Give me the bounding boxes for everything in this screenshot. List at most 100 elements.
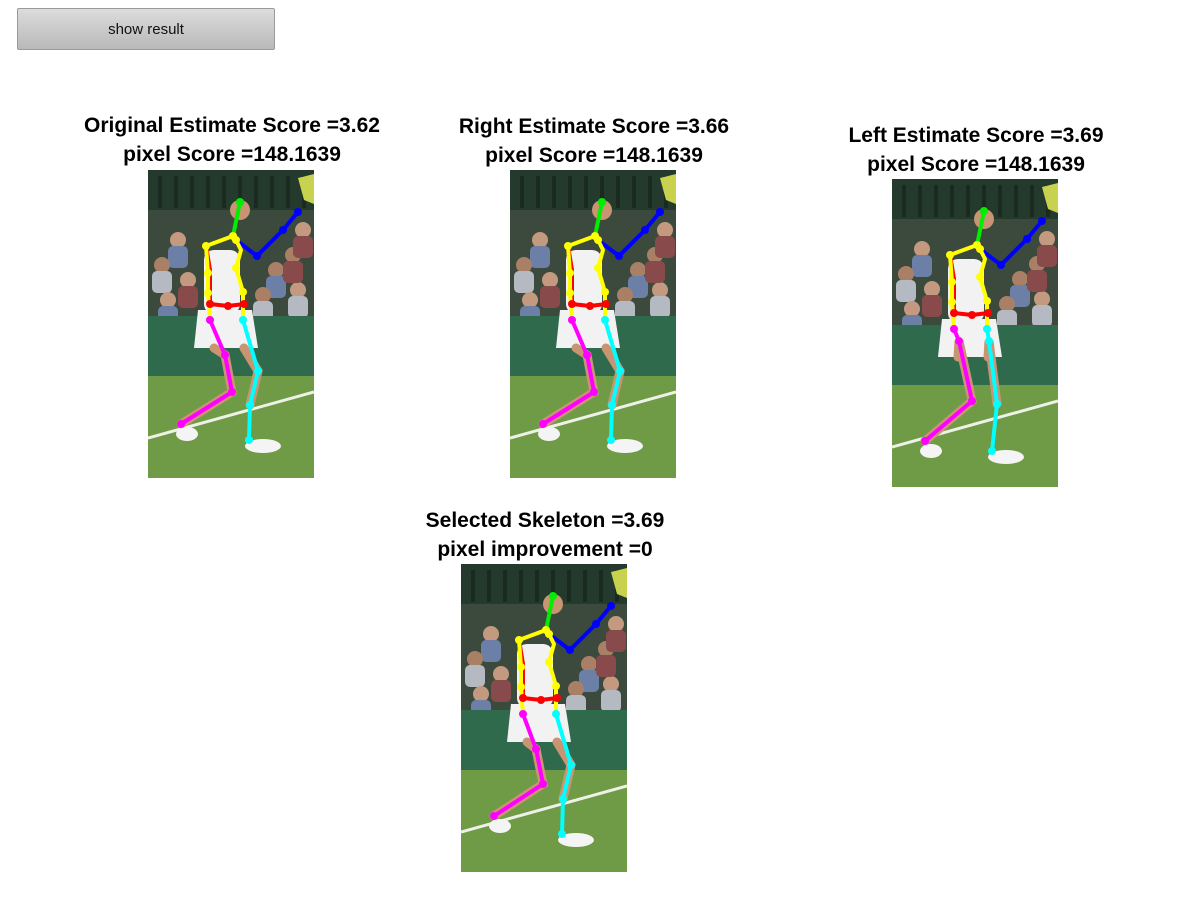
left-leg-joint	[228, 388, 236, 396]
hip-joint	[553, 694, 561, 702]
panel-right-image	[510, 170, 676, 478]
right-leg-segment	[554, 712, 573, 836]
torso-joint	[515, 636, 523, 644]
spectator	[652, 282, 668, 298]
show-result-button[interactable]: show result	[17, 8, 275, 50]
panel-original-title: Original Estimate Score =3.62	[84, 114, 380, 137]
racket	[298, 174, 314, 204]
panel-left-subtitle: pixel Score =148.1639	[867, 153, 1085, 176]
right-shoe	[607, 439, 643, 453]
spectator	[290, 282, 306, 298]
right-arm-joint	[294, 208, 302, 216]
left-leg-joint	[519, 710, 527, 718]
torso-joint	[517, 683, 525, 691]
left-shoe	[920, 444, 942, 458]
spectator	[1012, 271, 1028, 287]
spectator	[630, 262, 646, 278]
right-leg-joint	[993, 400, 1001, 408]
right-leg-joint	[607, 436, 615, 444]
left-leg-segment	[541, 318, 596, 426]
left-leg-joint	[490, 812, 498, 820]
left-shoe	[538, 427, 560, 441]
right-leg-joint	[567, 761, 575, 769]
right-leg-joint	[239, 316, 247, 324]
torso-joint	[202, 242, 210, 250]
hip-joint	[519, 694, 527, 702]
spectator	[542, 272, 558, 288]
right-leg-segment	[603, 318, 622, 442]
right-leg-joint	[559, 795, 567, 803]
spectator	[1039, 231, 1055, 247]
right-leg-joint	[988, 447, 996, 455]
court-line	[892, 399, 1058, 449]
spectator	[581, 656, 597, 672]
right-shoe	[558, 833, 594, 847]
spectator	[532, 232, 548, 248]
spectator	[473, 686, 489, 702]
right-leg-segment	[985, 327, 999, 453]
torso-joint	[946, 251, 954, 259]
left-leg-joint	[539, 780, 547, 788]
torso-joint	[948, 278, 956, 286]
torso-joint	[552, 682, 560, 690]
racket	[611, 568, 627, 598]
hip-joint	[537, 696, 545, 704]
hip-joint	[206, 300, 214, 308]
court-line	[148, 390, 314, 440]
head-joint	[980, 207, 988, 215]
head-joint	[598, 198, 606, 206]
right-leg-joint	[983, 325, 991, 333]
spectator	[999, 296, 1015, 312]
right-arm-joint	[615, 252, 623, 260]
left-leg-joint	[955, 337, 963, 345]
spectator	[255, 287, 271, 303]
head-joint	[236, 198, 244, 206]
torso-joint	[517, 663, 525, 671]
left-leg-segment	[923, 327, 974, 443]
panel-selected-subtitle: pixel improvement =0	[437, 538, 653, 561]
spectator	[467, 651, 483, 667]
spectator	[160, 292, 176, 308]
player-dress	[948, 259, 984, 323]
left-leg-joint	[590, 388, 598, 396]
hip-joint	[968, 311, 976, 319]
left-leg-segment	[492, 712, 545, 818]
spectator	[180, 272, 196, 288]
torso-joint	[204, 289, 212, 297]
spectator	[898, 266, 914, 282]
torso-joint	[983, 297, 991, 305]
panel-left-title: Left Estimate Score =3.69	[848, 124, 1104, 147]
right-leg-segment	[241, 318, 260, 442]
court-line	[461, 784, 627, 834]
right-leg-joint	[552, 710, 560, 718]
left-leg-joint	[921, 437, 929, 445]
right-arm-joint	[1038, 217, 1046, 225]
spectator	[295, 222, 311, 238]
hip-joint	[586, 302, 594, 310]
court-line	[510, 390, 676, 440]
panel-original-image	[148, 170, 314, 478]
panel-original-header: Original Estimate Score =3.62 pixel Scor…	[12, 111, 452, 169]
spectator	[608, 616, 624, 632]
spectator	[154, 257, 170, 273]
spectator	[268, 262, 284, 278]
left-leg-joint	[206, 316, 214, 324]
spectator	[522, 292, 538, 308]
hip-joint	[224, 302, 232, 310]
right-arm-joint	[607, 602, 615, 610]
left-leg-joint	[583, 351, 591, 359]
pose-photo	[892, 179, 1058, 487]
panel-selected-image	[461, 564, 627, 872]
hip-joint	[950, 309, 958, 317]
right-arm-joint	[997, 261, 1005, 269]
right-leg-joint	[608, 401, 616, 409]
right-leg-joint	[246, 401, 254, 409]
panel-right-subtitle: pixel Score =148.1639	[485, 144, 703, 167]
torso-joint	[232, 236, 240, 244]
right-arm-joint	[641, 226, 649, 234]
right-shoe	[245, 439, 281, 453]
pose-photo	[148, 170, 314, 478]
right-leg-joint	[254, 367, 262, 375]
torso-joint	[594, 264, 602, 272]
spectator	[904, 301, 920, 317]
